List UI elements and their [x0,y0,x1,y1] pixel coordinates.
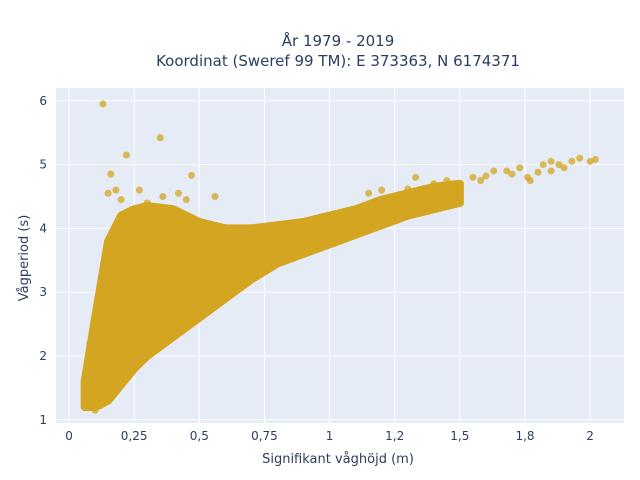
scatter-point [576,154,584,162]
scatter-point [117,196,125,204]
x-tick-label: 0,75 [251,429,278,443]
scatter-points [83,100,599,414]
scatter-point [412,173,420,181]
scatter-point [83,384,91,392]
scatter-point [508,170,516,178]
x-tick-label: 0 [65,429,73,443]
x-tick-label: 2 [586,429,594,443]
scatter-point [104,189,112,197]
scatter-point [365,189,373,197]
scatter-point [456,180,464,188]
dense-point-cloud [80,179,464,412]
scatter-point [539,161,547,169]
scatter-point [135,186,143,194]
y-tick-label: 1 [39,413,47,427]
scatter-point [187,171,195,179]
scatter-point [122,151,130,159]
x-tick-label: 0,5 [190,429,209,443]
x-axis-ticks: 0 0,25 0,5 0,75 1 1,2 1,5 1,8 2 [65,429,594,443]
scatter-point [443,177,451,185]
y-tick-label: 4 [39,221,47,235]
x-tick-label: 1,2 [385,429,404,443]
scatter-point [430,180,438,188]
x-tick-label: 1 [326,429,334,443]
y-tick-label: 2 [39,349,47,363]
scatter-point [96,402,104,410]
scatter-point [143,199,151,207]
y-axis-ticks: 1 2 3 4 5 6 [39,94,47,427]
scatter-point [378,186,386,194]
scatter-point [555,161,563,169]
dense-region [80,179,464,412]
y-tick-label: 5 [39,158,47,172]
y-tick-label: 3 [39,285,47,299]
scatter-point [591,155,599,163]
scatter-point [560,164,568,172]
scatter-point [526,177,534,185]
x-tick-label: 1,5 [450,429,469,443]
scatter-point [112,186,120,194]
scatter-point [182,196,190,204]
scatter-point [477,177,485,185]
scatter-point [568,157,576,165]
y-axis-title: Vågperiod (s) [17,215,32,302]
scatter-point [174,189,182,197]
scatter-point [547,157,555,165]
x-tick-label: 1,8 [515,429,534,443]
scatter-point [86,339,94,347]
scatter-point [482,172,490,180]
scatter-point [156,134,164,142]
scatter-point [211,192,219,200]
x-axis-title: Signifikant våghöjd (m) [262,452,414,467]
scatter-point [469,173,477,181]
scatter-point [107,170,115,178]
chart-title-line1: År 1979 - 2019 [282,31,395,50]
scatter-point [159,192,167,200]
grid [56,88,624,423]
scatter-point [91,406,99,414]
x-tick-label: 0,25 [121,429,148,443]
scatter-point [503,167,511,175]
scatter-point [547,167,555,175]
scatter-point [99,100,107,108]
scatter-point [534,168,542,176]
scatter-point [516,164,524,172]
scatter-point [404,185,412,193]
scatter-point [490,167,498,175]
chart-title-line2: Koordinat (Sweref 99 TM): E 373363, N 61… [156,52,520,70]
y-tick-label: 6 [39,94,47,108]
